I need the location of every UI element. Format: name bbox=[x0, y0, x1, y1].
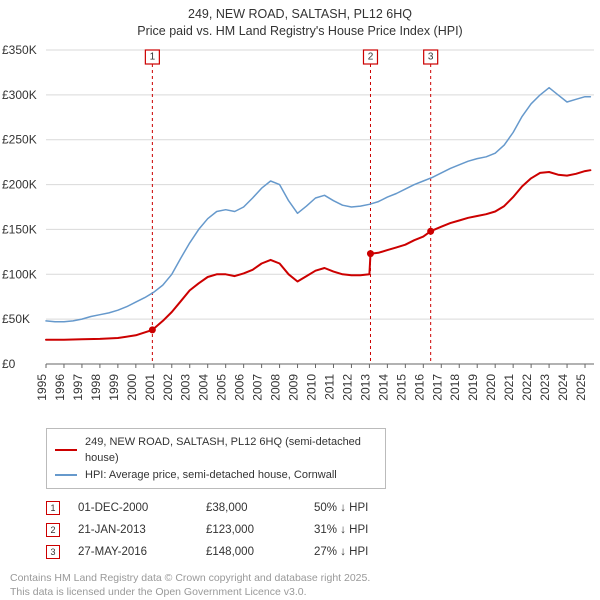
legend-label: 249, NEW ROAD, SALTASH, PL12 6HQ (semi-d… bbox=[85, 434, 377, 467]
event-price: £123,000 bbox=[206, 524, 296, 536]
svg-text:2022: 2022 bbox=[520, 373, 534, 400]
svg-text:2025: 2025 bbox=[574, 373, 588, 400]
event-date: 01-DEC-2000 bbox=[78, 502, 188, 514]
svg-text:2018: 2018 bbox=[448, 373, 462, 400]
svg-text:1999: 1999 bbox=[107, 373, 121, 400]
svg-text:2017: 2017 bbox=[430, 373, 444, 400]
svg-text:2011: 2011 bbox=[322, 373, 336, 399]
legend-swatch bbox=[55, 449, 77, 451]
svg-text:2009: 2009 bbox=[287, 373, 301, 400]
svg-text:2016: 2016 bbox=[412, 373, 426, 400]
event-badge: 1 bbox=[46, 501, 60, 515]
event-row: 3 27-MAY-2016 £148,000 27% ↓ HPI bbox=[46, 541, 590, 563]
svg-text:2001: 2001 bbox=[143, 373, 157, 400]
legend-item: 249, NEW ROAD, SALTASH, PL12 6HQ (semi-d… bbox=[55, 434, 377, 467]
event-row: 2 21-JAN-2013 £123,000 31% ↓ HPI bbox=[46, 519, 590, 541]
svg-text:2023: 2023 bbox=[538, 373, 552, 400]
title-address: 249, NEW ROAD, SALTASH, PL12 6HQ bbox=[10, 6, 590, 23]
event-hpi: 50% ↓ HPI bbox=[314, 502, 368, 514]
event-price: £38,000 bbox=[206, 502, 296, 514]
svg-text:2: 2 bbox=[368, 51, 374, 62]
legend-label: HPI: Average price, semi-detached house,… bbox=[85, 467, 337, 484]
footer-line1: Contains HM Land Registry data © Crown c… bbox=[10, 571, 590, 585]
svg-text:2013: 2013 bbox=[358, 373, 372, 400]
title-subtitle: Price paid vs. HM Land Registry's House … bbox=[10, 23, 590, 40]
svg-text:2004: 2004 bbox=[197, 373, 211, 400]
event-table: 1 01-DEC-2000 £38,000 50% ↓ HPI 2 21-JAN-2013… bbox=[46, 497, 590, 563]
svg-text:2008: 2008 bbox=[269, 373, 283, 400]
svg-text:2014: 2014 bbox=[376, 373, 390, 400]
event-date: 27-MAY-2016 bbox=[78, 546, 188, 558]
chart-area: £0 £50K £100K £150K £200K £250K £300K £350K 1995… bbox=[0, 42, 600, 422]
svg-text:3: 3 bbox=[428, 51, 434, 62]
svg-text:2007: 2007 bbox=[251, 373, 265, 400]
svg-text:£200K: £200K bbox=[2, 177, 37, 191]
svg-text:£50K: £50K bbox=[2, 312, 30, 326]
svg-text:1996: 1996 bbox=[53, 373, 67, 400]
legend-item: HPI: Average price, semi-detached house,… bbox=[55, 467, 377, 484]
footer-line2: This data is licensed under the Open Gov… bbox=[10, 585, 590, 599]
chart-svg: £0 £50K £100K £150K £200K £250K £300K £350K 1995… bbox=[0, 42, 600, 422]
event-date: 21-JAN-2013 bbox=[78, 524, 188, 536]
svg-text:2019: 2019 bbox=[466, 373, 480, 400]
event-hpi: 31% ↓ HPI bbox=[314, 524, 368, 536]
svg-text:2024: 2024 bbox=[556, 373, 570, 400]
event-row: 1 01-DEC-2000 £38,000 50% ↓ HPI bbox=[46, 497, 590, 519]
svg-text:2015: 2015 bbox=[394, 373, 408, 400]
svg-text:£100K: £100K bbox=[2, 267, 37, 281]
svg-text:2005: 2005 bbox=[215, 373, 229, 400]
legend: 249, NEW ROAD, SALTASH, PL12 6HQ (semi-d… bbox=[46, 428, 386, 490]
svg-text:1: 1 bbox=[150, 51, 156, 62]
chart-container: 249, NEW ROAD, SALTASH, PL12 6HQ Price p… bbox=[0, 0, 600, 590]
svg-text:£0: £0 bbox=[2, 357, 16, 371]
svg-text:1998: 1998 bbox=[89, 373, 103, 400]
svg-text:2006: 2006 bbox=[233, 373, 247, 400]
legend-swatch bbox=[55, 474, 77, 476]
event-badge: 3 bbox=[46, 545, 60, 559]
event-badge: 2 bbox=[46, 523, 60, 537]
svg-text:£250K: £250K bbox=[2, 132, 37, 146]
svg-text:£150K: £150K bbox=[2, 222, 37, 236]
svg-text:2012: 2012 bbox=[340, 373, 354, 400]
event-hpi: 27% ↓ HPI bbox=[314, 546, 368, 558]
event-price: £148,000 bbox=[206, 546, 296, 558]
svg-text:1995: 1995 bbox=[35, 373, 49, 400]
svg-text:2000: 2000 bbox=[125, 373, 139, 400]
footer-attribution: Contains HM Land Registry data © Crown c… bbox=[10, 571, 590, 599]
svg-text:£350K: £350K bbox=[2, 43, 37, 57]
svg-text:2021: 2021 bbox=[502, 373, 516, 400]
svg-text:£300K: £300K bbox=[2, 88, 37, 102]
svg-text:2002: 2002 bbox=[161, 373, 175, 400]
svg-text:2003: 2003 bbox=[179, 373, 193, 400]
title-block: 249, NEW ROAD, SALTASH, PL12 6HQ Price p… bbox=[0, 0, 600, 42]
svg-text:2010: 2010 bbox=[305, 373, 319, 400]
svg-text:2020: 2020 bbox=[484, 373, 498, 400]
svg-text:1997: 1997 bbox=[71, 373, 85, 400]
